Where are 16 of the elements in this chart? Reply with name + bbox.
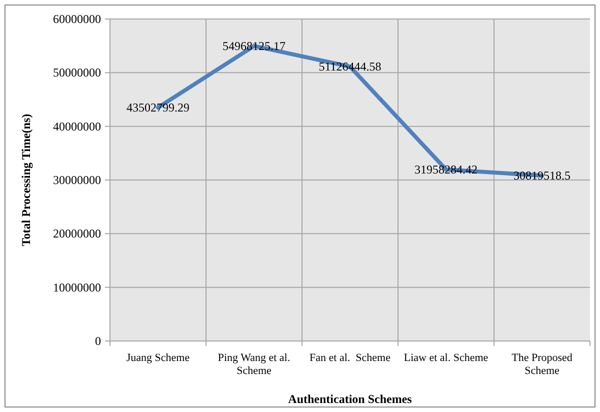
x-tick-label: Juang Scheme [126, 352, 190, 364]
y-tick-label: 10000000 [53, 280, 101, 294]
y-tick-label: 0 [95, 334, 101, 348]
x-tick-label: Liaw et al. Scheme [404, 352, 488, 364]
data-label: 43502799.29 [126, 100, 190, 115]
x-tick-label: The Proposed Scheme [512, 352, 573, 377]
y-tick-label: 30000000 [53, 173, 101, 187]
y-tick-label: 20000000 [53, 226, 101, 241]
y-tick-label: 60000000 [53, 12, 101, 26]
y-axis-title: Total Processing Time(ns) [19, 114, 33, 246]
y-tick-label: 40000000 [53, 119, 101, 134]
x-axis-title: Authentication Schemes [288, 392, 412, 406]
data-label: 30819518.5 [514, 168, 570, 183]
y-tick-label: 50000000 [53, 66, 101, 80]
x-tick-label: Fan et al. Scheme [310, 352, 391, 364]
x-tick-label: Ping Wang et al. Scheme [218, 352, 290, 377]
